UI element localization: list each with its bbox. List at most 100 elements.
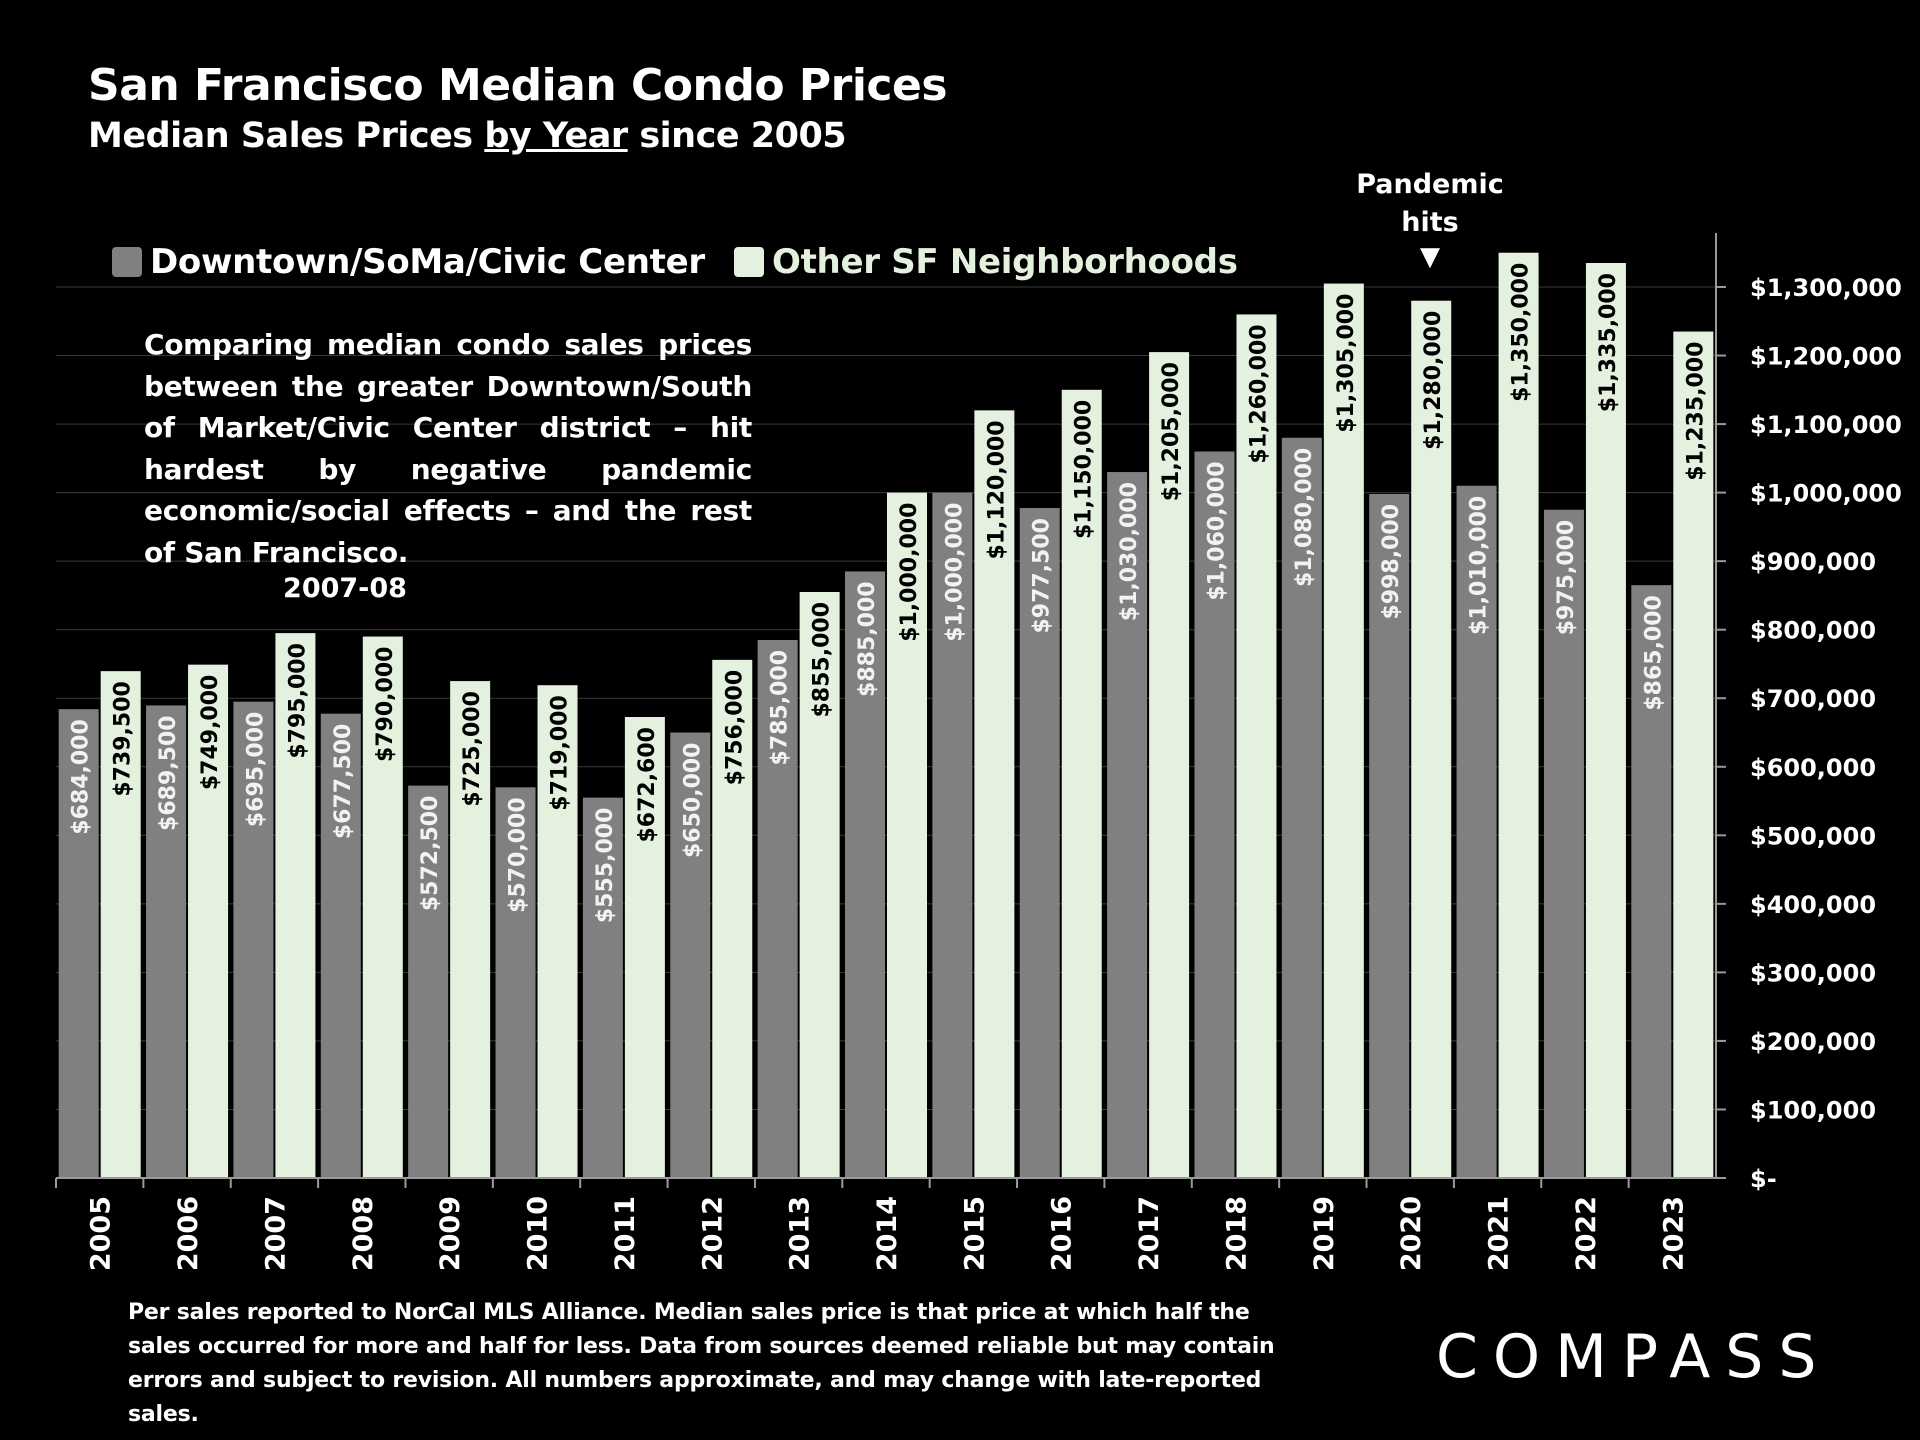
bar-other: [450, 681, 491, 1178]
x-tick-label: 2013: [785, 1196, 816, 1271]
subtitle-underlined: by Year: [484, 116, 628, 156]
bar-downtown: [146, 705, 187, 1178]
bar-label-other: $1,350,000: [1509, 263, 1534, 402]
bar-other: [1061, 389, 1102, 1178]
bar-value-labels: $684,000 $739,500 $689,500 $749,000 $695,000…: [69, 263, 1709, 923]
bar-other: [537, 685, 578, 1178]
x-tick-label: 2010: [523, 1196, 554, 1271]
x-tick-label: 2012: [697, 1196, 728, 1271]
bar-other: [362, 636, 403, 1178]
bar-label-downtown: $1,080,000: [1292, 448, 1317, 587]
bar-label-other: $672,600: [635, 727, 660, 843]
chart-subtitle: Median Sales Prices by Year since 2005: [88, 116, 847, 156]
bar-downtown: [320, 713, 361, 1178]
bar-label-other: $855,000: [810, 602, 835, 718]
bar-label-other: $790,000: [373, 647, 398, 763]
bar-other: [624, 717, 665, 1178]
bar-downtown: [1369, 493, 1410, 1178]
bar-label-other: $719,000: [548, 695, 573, 811]
y-tick-label: $1,300,000: [1750, 274, 1902, 302]
y-tick-label: $600,000: [1750, 754, 1876, 782]
bar-downtown: [670, 732, 711, 1178]
legend-label-downtown: Downtown/SoMa/Civic Center: [150, 242, 705, 282]
comparison-note: Comparing median condo sales prices betw…: [144, 328, 752, 569]
bar-label-downtown: $975,000: [1554, 520, 1579, 636]
subtitle-tail: since 2005: [627, 116, 847, 156]
bar-label-other: $749,000: [198, 675, 223, 791]
legend-item-downtown: Downtown/SoMa/Civic Center: [112, 242, 705, 282]
bar-label-other: $1,120,000: [984, 420, 1009, 559]
bar-other: [712, 659, 753, 1178]
bar-label-downtown: $1,010,000: [1467, 496, 1492, 635]
bar-label-downtown: $677,500: [331, 724, 356, 840]
bar-label-downtown: $1,000,000: [942, 503, 967, 642]
y-tick-label: $1,100,000: [1750, 411, 1902, 439]
legend-item-other: Other SF Neighborhoods: [734, 242, 1238, 282]
bar-downtown: [1543, 509, 1584, 1178]
x-tick-label: 2023: [1658, 1196, 1689, 1271]
chart-title: San Francisco Median Condo Prices: [88, 60, 948, 111]
bar-downtown: [1456, 485, 1497, 1178]
bar-downtown: [495, 787, 536, 1178]
bar-other: [1149, 352, 1190, 1178]
bar-label-downtown: $570,000: [506, 797, 531, 913]
bar-label-downtown: $695,000: [243, 712, 268, 828]
compass-logo: COMPASS: [1436, 1322, 1832, 1392]
annotation-pandemic-line1: Pandemic: [1356, 169, 1504, 200]
annotation-2007-08: 2007-08: [283, 573, 407, 604]
bars: [58, 252, 1714, 1179]
bar-label-downtown: $977,500: [1030, 518, 1055, 634]
bar-downtown: [233, 701, 274, 1178]
y-tick-label: $400,000: [1750, 891, 1876, 919]
bar-downtown: [582, 797, 623, 1178]
bar-label-other: $1,205,000: [1159, 362, 1184, 501]
x-tick-label: 2020: [1396, 1196, 1427, 1271]
bar-label-other: $756,000: [722, 670, 747, 786]
bar-downtown: [58, 709, 99, 1178]
y-tick-label: $100,000: [1750, 1096, 1876, 1124]
bar-label-downtown: $572,500: [418, 796, 443, 912]
bar-label-downtown: $865,000: [1641, 595, 1666, 711]
bar-label-other: $1,000,000: [897, 503, 922, 642]
x-tick-label: 2016: [1047, 1196, 1078, 1271]
x-tick-label: 2018: [1221, 1196, 1252, 1271]
axes: [55, 233, 1726, 1188]
bar-downtown: [1107, 472, 1148, 1178]
y-tick-label: $300,000: [1750, 959, 1876, 987]
bar-label-other: $1,305,000: [1334, 294, 1359, 433]
x-tick-label: 2021: [1484, 1196, 1515, 1271]
x-tick-label: 2017: [1134, 1196, 1165, 1271]
legend-label-other: Other SF Neighborhoods: [772, 242, 1238, 282]
bar-other: [1323, 283, 1364, 1178]
bar-label-other: $725,000: [460, 691, 485, 807]
x-tick-label: 2008: [348, 1196, 379, 1271]
bar-downtown: [1194, 451, 1235, 1178]
y-tick-label: $500,000: [1750, 822, 1876, 850]
bar-other: [100, 671, 141, 1178]
tick-labels: $- $100,000 $200,000 $300,000 $400,000 $500,0…: [86, 274, 1902, 1271]
y-tick-label: $1,200,000: [1750, 343, 1902, 371]
bar-other: [1236, 314, 1277, 1178]
x-tick-label: 2011: [610, 1196, 641, 1271]
x-tick-label: 2005: [86, 1196, 117, 1271]
bar-label-downtown: $885,000: [855, 581, 880, 697]
down-arrow-icon: ▼: [1420, 242, 1440, 272]
bar-downtown: [1281, 437, 1322, 1178]
bar-other: [1673, 331, 1714, 1178]
bar-label-downtown: $684,000: [69, 719, 94, 835]
bar-label-other: $795,000: [285, 643, 310, 759]
bar-downtown: [757, 639, 798, 1178]
bar-downtown: [1631, 585, 1672, 1178]
bar-label-downtown: $1,060,000: [1204, 461, 1229, 600]
bar-label-other: $739,500: [111, 681, 136, 797]
bar-downtown: [932, 492, 973, 1179]
y-tick-label: $200,000: [1750, 1028, 1876, 1056]
x-tick-label: 2006: [173, 1196, 204, 1271]
bar-other: [188, 664, 229, 1178]
bar-downtown: [1019, 508, 1060, 1179]
bar-label-other: $1,260,000: [1246, 324, 1271, 463]
bar-label-downtown: $650,000: [680, 743, 705, 859]
y-tick-label: $-: [1750, 1165, 1777, 1193]
bar-other: [1411, 300, 1452, 1178]
